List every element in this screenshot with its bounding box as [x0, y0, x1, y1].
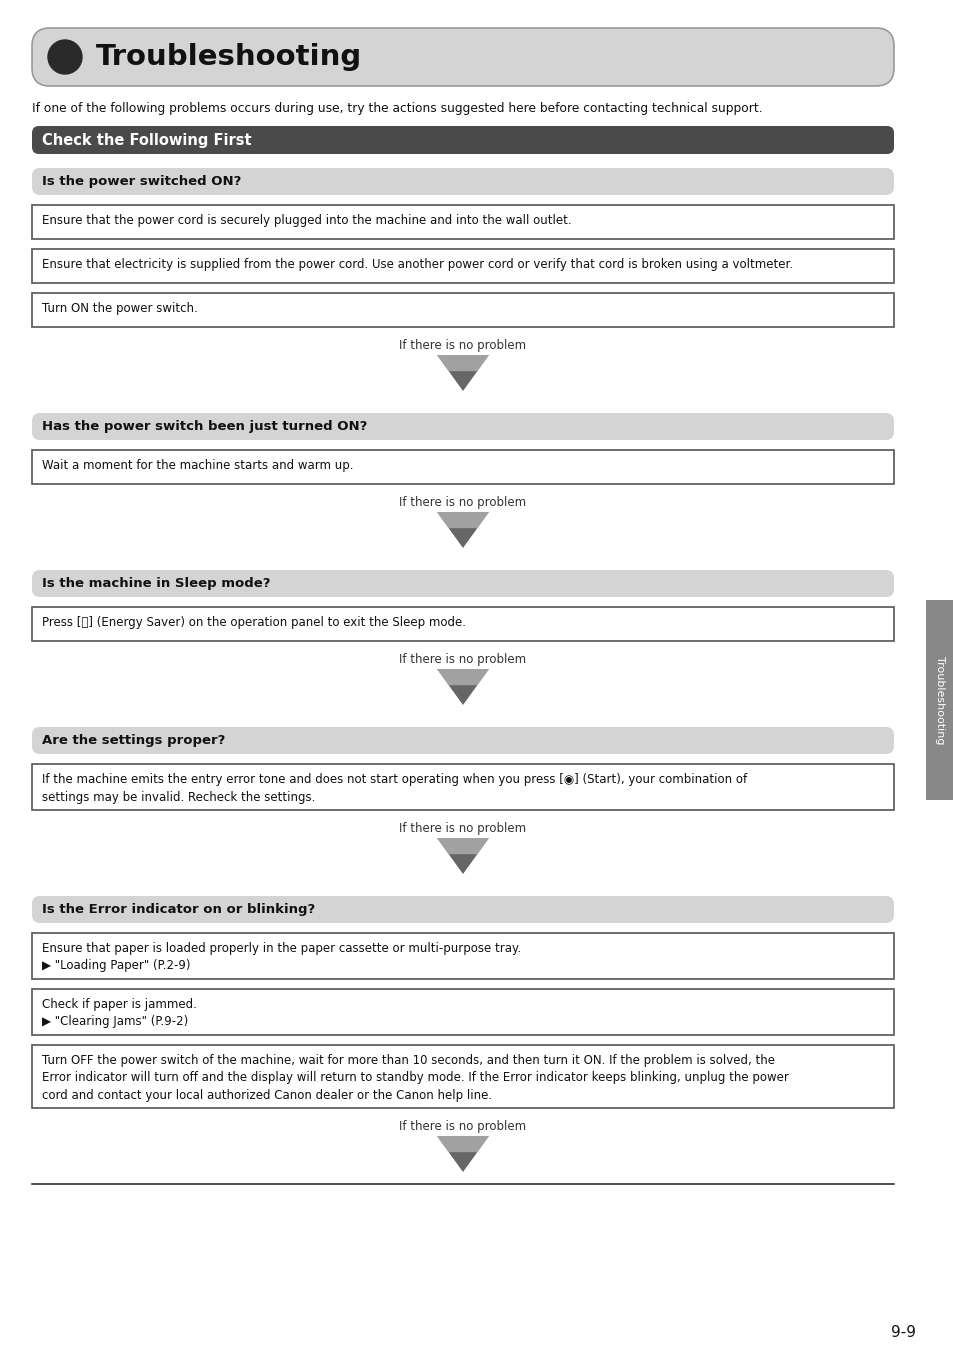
- Circle shape: [48, 40, 82, 74]
- Polygon shape: [436, 670, 489, 686]
- Text: Are the settings proper?: Are the settings proper?: [42, 734, 225, 747]
- Polygon shape: [436, 512, 489, 548]
- Bar: [32, 293, 893, 327]
- Text: Is the machine in Sleep mode?: Is the machine in Sleep mode?: [42, 576, 271, 590]
- Text: If there is no problem: If there is no problem: [399, 1120, 526, 1133]
- Text: If there is no problem: If there is no problem: [399, 495, 526, 509]
- Text: Has the power switch been just turned ON?: Has the power switch been just turned ON…: [42, 420, 367, 433]
- Text: Check if paper is jammed.
▶ "Clearing Jams" (P.9-2): Check if paper is jammed. ▶ "Clearing Ja…: [42, 998, 196, 1029]
- FancyBboxPatch shape: [32, 413, 893, 440]
- Bar: [925, 599, 953, 801]
- Bar: [32, 450, 893, 485]
- Text: If the machine emits the entry error tone and does not start operating when you : If the machine emits the entry error ton…: [42, 774, 746, 803]
- FancyBboxPatch shape: [32, 728, 893, 755]
- FancyBboxPatch shape: [32, 28, 893, 86]
- Text: Wait a moment for the machine starts and warm up.: Wait a moment for the machine starts and…: [42, 459, 354, 472]
- Text: Is the Error indicator on or blinking?: Is the Error indicator on or blinking?: [42, 903, 314, 917]
- Text: Ensure that the power cord is securely plugged into the machine and into the wal: Ensure that the power cord is securely p…: [42, 215, 571, 227]
- Polygon shape: [436, 512, 489, 528]
- Bar: [32, 990, 893, 1035]
- Bar: [32, 933, 893, 979]
- Text: If one of the following problems occurs during use, try the actions suggested he: If one of the following problems occurs …: [32, 103, 761, 115]
- FancyBboxPatch shape: [32, 167, 893, 194]
- Text: If there is no problem: If there is no problem: [399, 339, 526, 352]
- FancyBboxPatch shape: [32, 570, 893, 597]
- Polygon shape: [436, 670, 489, 705]
- Text: Turn OFF the power switch of the machine, wait for more than 10 seconds, and the: Turn OFF the power switch of the machine…: [42, 1054, 788, 1102]
- Polygon shape: [436, 1135, 489, 1152]
- Bar: [32, 764, 893, 810]
- Polygon shape: [436, 838, 489, 873]
- Text: If there is no problem: If there is no problem: [399, 822, 526, 836]
- Polygon shape: [436, 838, 489, 855]
- Text: Troubleshooting: Troubleshooting: [934, 656, 944, 744]
- Text: Turn ON the power switch.: Turn ON the power switch.: [42, 302, 197, 315]
- FancyBboxPatch shape: [32, 126, 893, 154]
- Bar: [32, 248, 893, 284]
- Text: Ensure that electricity is supplied from the power cord. Use another power cord : Ensure that electricity is supplied from…: [42, 258, 792, 271]
- Text: Is the power switched ON?: Is the power switched ON?: [42, 176, 241, 188]
- FancyBboxPatch shape: [32, 896, 893, 923]
- Polygon shape: [436, 1135, 489, 1172]
- Text: Troubleshooting: Troubleshooting: [96, 43, 362, 72]
- Bar: [32, 608, 893, 641]
- Text: Check the Following First: Check the Following First: [42, 132, 252, 147]
- Text: 9-9: 9-9: [890, 1324, 915, 1341]
- Polygon shape: [436, 355, 489, 371]
- Text: Press [ⓧ] (Energy Saver) on the operation panel to exit the Sleep mode.: Press [ⓧ] (Energy Saver) on the operatio…: [42, 616, 465, 629]
- Polygon shape: [436, 355, 489, 392]
- Bar: [32, 1045, 893, 1108]
- Text: If there is no problem: If there is no problem: [399, 653, 526, 666]
- Text: Ensure that paper is loaded properly in the paper cassette or multi-purpose tray: Ensure that paper is loaded properly in …: [42, 942, 520, 972]
- Bar: [32, 205, 893, 239]
